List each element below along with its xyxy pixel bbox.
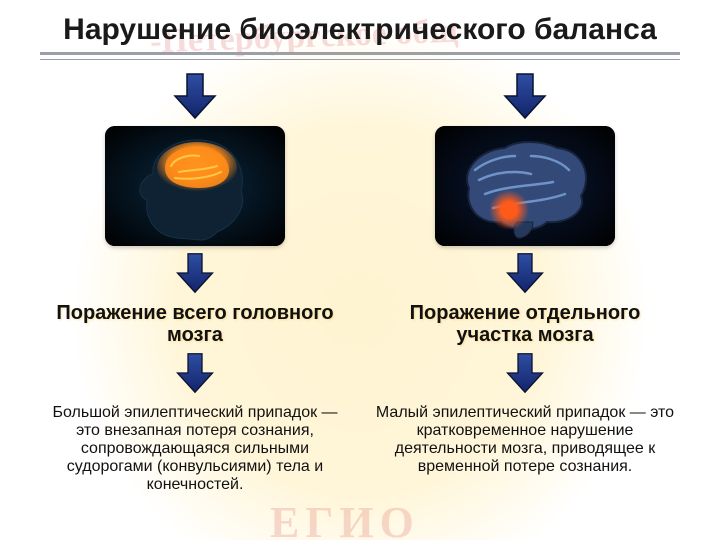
columns: Поражение всего головного мозга Большой … [0,62,720,494]
arrow-bottom-left [173,352,217,394]
watermark-bottom-text: ЕГИО [270,497,420,540]
arrow-icon [503,352,547,394]
arrow-icon [173,72,217,120]
right-body-text: Малый эпилептический припадок — это крат… [375,404,675,476]
slide-root: -Петербургское общ ЕГИО Нарушение биоэле… [0,14,720,540]
head-brain-illustration [105,126,285,246]
arrow-mid-right [503,252,547,294]
right-column: Поражение отдельного участка мозга Малый… [375,62,675,494]
title-rule [40,52,680,60]
arrow-icon [173,352,217,394]
arrow-top-right [503,72,547,120]
left-column: Поражение всего головного мозга Большой … [45,62,345,494]
arrow-mid-left [173,252,217,294]
arrow-icon [173,252,217,294]
left-brain-image [105,126,285,246]
arrow-top-left [173,72,217,120]
brain-illustration [435,126,615,246]
page-title: Нарушение биоэлектрического баланса [0,14,720,46]
arrow-icon [503,252,547,294]
left-body-text: Большой эпилептический припадок — это вн… [45,404,345,494]
right-brain-image [435,126,615,246]
left-subheading: Поражение всего головного мозга [45,302,345,346]
arrow-bottom-right [503,352,547,394]
title-block: Нарушение биоэлектрического баланса [0,14,720,60]
right-subheading: Поражение отдельного участка мозга [375,302,675,346]
arrow-icon [503,72,547,120]
